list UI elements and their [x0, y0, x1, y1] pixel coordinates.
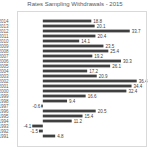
svg-text:15.4: 15.4 — [85, 114, 94, 119]
svg-text:33.7: 33.7 — [132, 29, 141, 34]
svg-text:17.2: 17.2 — [89, 69, 98, 74]
svg-text:-4.1: -4.1 — [23, 123, 32, 129]
svg-text:16.6: 16.6 — [88, 94, 97, 99]
html-text:Rates Sampling Withdrawals - 2: Rates Sampling Withdrawals - 2015 — [27, 1, 123, 7]
svg-text:30.3: 30.3 — [123, 59, 132, 64]
svg-text:20.4: 20.4 — [97, 34, 106, 39]
svg-text:23.5: 23.5 — [105, 43, 115, 49]
svg-text:34.4: 34.4 — [133, 83, 143, 89]
svg-text:19.2: 19.2 — [94, 54, 103, 59]
svg-text:-0.6: -0.6 — [32, 104, 40, 109]
svg-text:20.5: 20.5 — [98, 109, 107, 114]
svg-text:26.1: 26.1 — [112, 64, 121, 69]
svg-text:9.4: 9.4 — [69, 99, 76, 104]
svg-text:32.4: 32.4 — [128, 89, 137, 94]
svg-text:18.8: 18.8 — [93, 18, 103, 24]
svg-text:20.9: 20.9 — [99, 74, 108, 79]
svg-text:-1.5: -1.5 — [30, 129, 38, 134]
svg-text:4.8: 4.8 — [57, 134, 64, 139]
svg-text:14.1: 14.1 — [81, 39, 90, 44]
svg-text:1991: 1991 — [0, 134, 9, 139]
svg-text:25.4: 25.4 — [110, 49, 119, 54]
svg-text:11.2: 11.2 — [74, 119, 83, 124]
svg-text:20.1: 20.1 — [97, 24, 106, 29]
